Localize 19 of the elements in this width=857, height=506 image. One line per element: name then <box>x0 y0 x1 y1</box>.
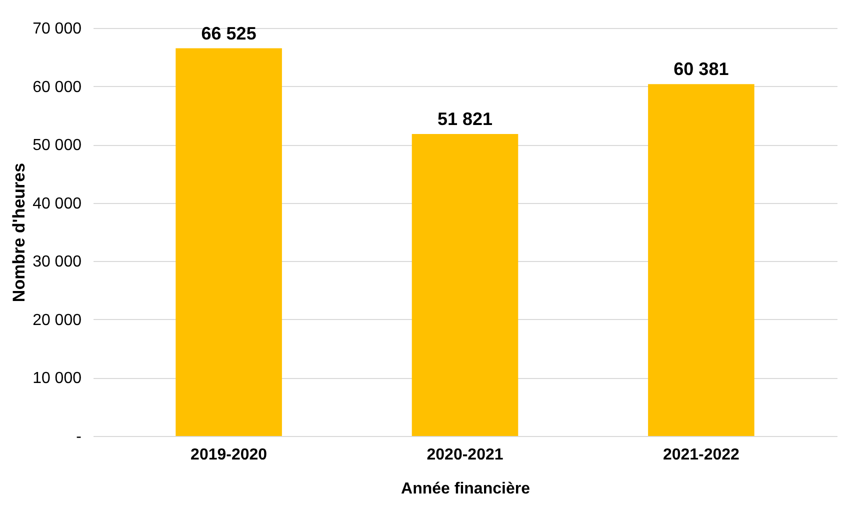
x-axis-title: Année financière <box>401 480 530 498</box>
y-tick-label: 10 000 <box>32 370 82 388</box>
y-tick-label: 30 000 <box>32 254 82 271</box>
y-tick-label: 40 000 <box>32 195 82 212</box>
y-tick-label: 20 000 <box>32 312 82 329</box>
data-label: 66 525 <box>201 23 256 44</box>
y-tick-label: 50 000 <box>32 137 82 154</box>
x-tick-label: 2021-2022 <box>662 446 740 464</box>
y-tick-label: 60 000 <box>32 78 82 96</box>
bar <box>648 84 754 436</box>
bar <box>176 48 282 436</box>
y-tick-label: 70 000 <box>32 20 82 38</box>
data-label: 60 381 <box>674 59 729 80</box>
y-tick-label: - <box>76 428 82 446</box>
y-axis-title: Nombre d'heures <box>10 162 29 302</box>
bar <box>412 134 518 436</box>
x-tick-label: 2019-2020 <box>190 446 268 464</box>
data-label: 51 821 <box>437 108 493 129</box>
x-tick-label: 2020-2021 <box>426 446 504 464</box>
